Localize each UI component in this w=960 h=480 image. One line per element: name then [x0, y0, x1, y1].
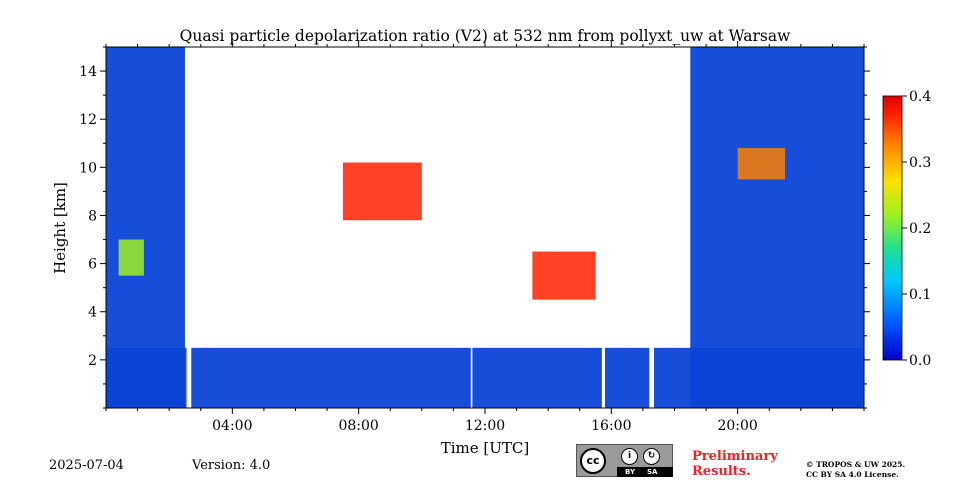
y-tick-label: 14: [79, 64, 97, 80]
colorbar: [882, 95, 903, 361]
cc-license-badge: cc i ↻ BY SA: [576, 444, 673, 477]
heatmap-region-cirrus-evening: [737, 148, 786, 180]
y-tick-label: 4: [88, 305, 97, 321]
x-tick-label: 12:00: [465, 418, 505, 434]
copyright-notice: © TROPOS & UW 2025. CC BY SA 4.0 License…: [806, 460, 946, 480]
missing-data-gap: [186, 47, 192, 408]
cc-icon: cc: [580, 448, 606, 474]
chart-title: Quasi particle depolarization ratio (V2)…: [180, 27, 791, 45]
y-tick-label: 2: [88, 353, 97, 369]
y-axis: 2 4 6 8 10 12 14: [79, 46, 870, 409]
preliminary-results-label: Preliminary Results.: [692, 449, 778, 479]
copyright-line-1: © TROPOS & UW 2025.: [806, 460, 906, 469]
y-tick-label: 12: [79, 112, 97, 128]
y-axis-label: Height [km]: [51, 182, 69, 274]
heatmap-region-aerosol-patch: [118, 239, 144, 276]
colorbar-tick-label: 0.3: [909, 155, 931, 171]
heatmap-region-low-depol-column-evening: [690, 47, 864, 408]
missing-data-gap: [601, 47, 606, 408]
colorbar-ticks: 0.0 0.1 0.2 0.3 0.4: [902, 89, 931, 369]
x-tick-label: 20:00: [717, 418, 757, 434]
sa-label: SA: [647, 468, 658, 476]
date-label: 2025-07-04: [49, 458, 124, 473]
y-tick-label: 8: [88, 208, 97, 224]
colorbar-tick-label: 0.4: [909, 89, 931, 105]
missing-data-gap: [470, 47, 473, 408]
share-alike-icon: ↻: [643, 448, 660, 465]
heatmap-region-cirrus-afternoon: [532, 251, 596, 300]
plot-frame: [105, 46, 865, 409]
missing-data-gap: [649, 47, 654, 408]
version-label: Version: 4.0: [192, 458, 271, 473]
y-tick-label: 10: [79, 160, 97, 176]
heatmap-region-cirrus-morning: [342, 162, 422, 221]
y-tick-label: 6: [88, 257, 97, 273]
colorbar-tick-label: 0.2: [909, 221, 931, 237]
heatmap-region-low-depol-column-night: [106, 47, 185, 408]
x-tick-label: 16:00: [591, 418, 631, 434]
x-axis-label: Time [UTC]: [441, 439, 530, 457]
heatmap-field: [106, 47, 864, 408]
colorbar-tick-label: 0.0: [909, 353, 931, 369]
colorbar-tick-label: 0.1: [909, 287, 931, 303]
by-label: BY: [625, 468, 636, 476]
x-tick-label: 08:00: [338, 418, 378, 434]
copyright-line-2: CC BY SA 4.0 License.: [806, 470, 899, 479]
x-tick-label: 04:00: [212, 418, 252, 434]
badge-strip: [617, 467, 673, 477]
attribution-icon: i: [621, 448, 638, 465]
